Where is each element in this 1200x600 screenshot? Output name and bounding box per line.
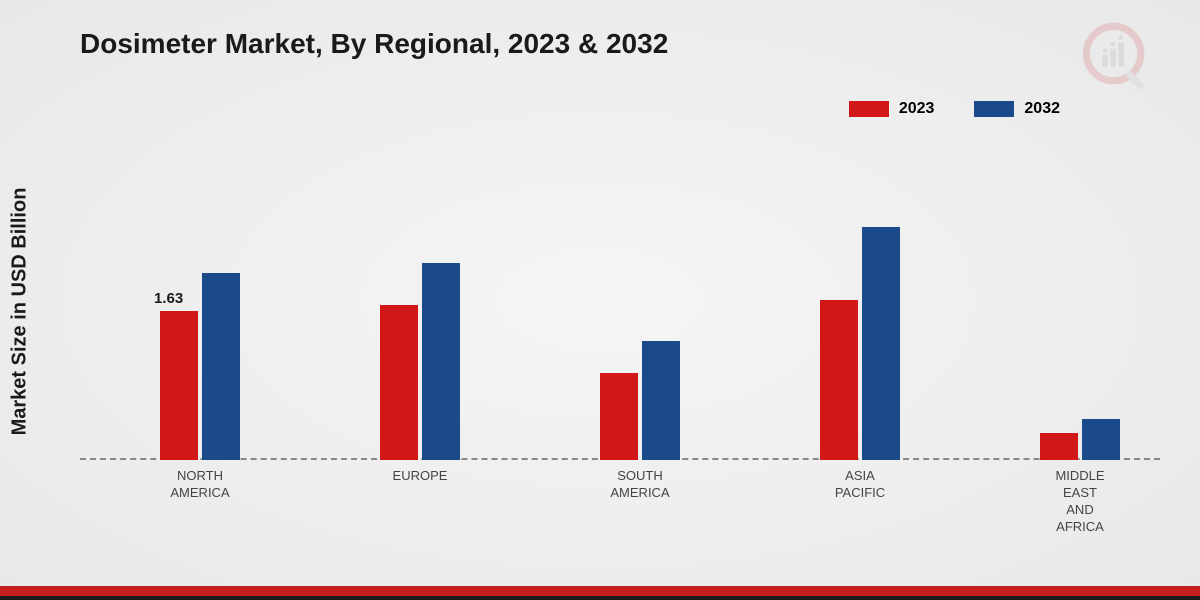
bar-value-label: 1.63 [154,290,183,307]
x-tick-label: SOUTHAMERICA [610,468,669,502]
legend-swatch-2023 [849,101,889,117]
footer-accent-top [0,586,1200,596]
bar-group: 1.63 [160,273,240,460]
bar-2023 [380,305,418,460]
chart-container: Dosimeter Market, By Regional, 2023 & 20… [0,0,1200,600]
x-tick-label: EUROPE [393,468,448,485]
bar-group [820,227,900,460]
bar-2023 [1040,433,1078,460]
bar-2032 [862,227,900,460]
legend: 2023 2032 [849,100,1060,118]
x-tick-label: NORTHAMERICA [170,468,229,502]
bar-group [1040,419,1120,460]
x-tick-label: MIDDLEEASTANDAFRICA [1055,468,1104,536]
bar-2023 [820,300,858,460]
x-tick-label: ASIAPACIFIC [835,468,885,502]
bar-2032 [202,273,240,460]
legend-label-2023: 2023 [899,100,935,118]
footer-accent [0,586,1200,600]
bar-2023 [160,311,198,460]
chart-plot-area: 1.63 [80,140,1160,460]
legend-swatch-2032 [974,101,1014,117]
logo-svg [1080,20,1160,100]
bar-2032 [642,341,680,460]
legend-label-2032: 2032 [1024,100,1060,118]
y-axis-label: Market Size in USD Billion [9,188,32,436]
legend-item-2032: 2032 [974,100,1060,118]
bar-group [600,341,680,460]
bar-2032 [1082,419,1120,460]
brand-logo [1080,20,1160,100]
bar-2023 [600,373,638,460]
chart-title: Dosimeter Market, By Regional, 2023 & 20… [80,28,668,60]
bar-2032 [422,263,460,460]
bar-group [380,263,460,460]
legend-item-2023: 2023 [849,100,935,118]
footer-accent-bottom [0,596,1200,600]
